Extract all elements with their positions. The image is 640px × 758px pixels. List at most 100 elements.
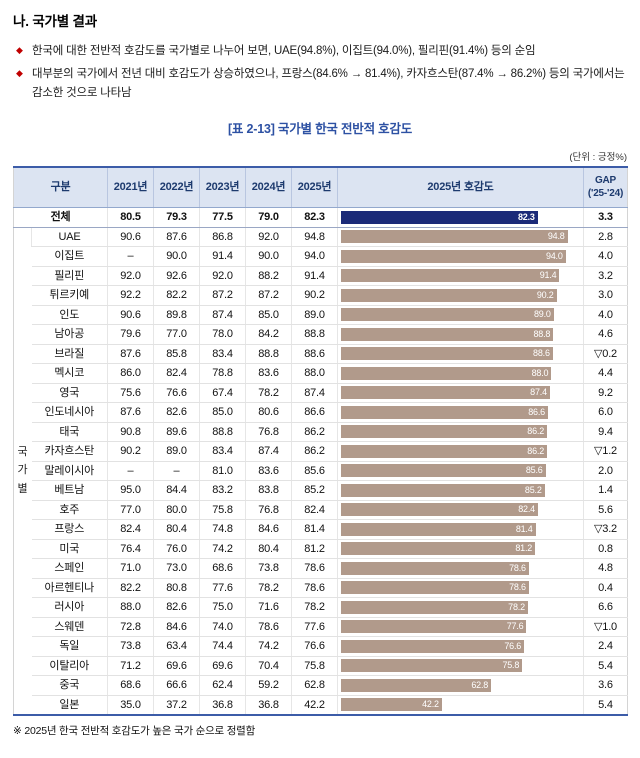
year-value-2021: 87.6 <box>107 344 154 365</box>
country-row: 브라질 87.6 85.8 83.4 88.8 88.6 88.6 ▽0.2 <box>14 344 628 365</box>
year-value-2025: 94.0 <box>291 246 338 267</box>
row-label: 중국 <box>31 675 108 696</box>
year-value-2021: 95.0 <box>107 480 154 501</box>
year-value-2021: 76.4 <box>107 539 154 560</box>
year-value-2025: 81.2 <box>291 539 338 560</box>
row-label: 이집트 <box>31 246 108 267</box>
gap-value: 3.2 <box>583 266 628 287</box>
year-value-2024: 80.6 <box>245 402 292 423</box>
gap-value: ▽3.2 <box>583 519 628 540</box>
country-row: 영국 75.6 76.6 67.4 78.2 87.4 87.4 9.2 <box>14 383 628 404</box>
bar-track: 85.6 <box>341 464 580 478</box>
header-year-2021: 2021년 <box>107 167 154 209</box>
total-row: 전체 80.5 79.3 77.5 79.0 82.3 82.3 3.3 <box>13 207 628 228</box>
bar-track: 94.8 <box>341 230 580 244</box>
year-value-2025: 78.2 <box>291 597 338 618</box>
bar-cell: 62.8 <box>337 675 584 696</box>
year-value-2024: 59.2 <box>245 675 292 696</box>
gap-value: 5.4 <box>583 695 628 716</box>
gap-value: 6.6 <box>583 597 628 618</box>
row-label: 프랑스 <box>31 519 108 540</box>
header-bar-chart: 2025년 호감도 <box>337 167 584 209</box>
bar-track: 81.2 <box>341 542 580 556</box>
year-value-2021: 75.6 <box>107 383 154 404</box>
year-value-2022: 82.4 <box>153 363 200 384</box>
year-value-2021: 71.0 <box>107 558 154 579</box>
year-value-2025: 88.6 <box>291 344 338 365</box>
row-label: 전체 <box>13 207 108 228</box>
year-value-2023: 87.2 <box>199 285 246 306</box>
bar-cell: 76.6 <box>337 636 584 657</box>
header-year-2024: 2024년 <box>245 167 292 209</box>
country-row: 인도네시아 87.6 82.6 85.0 80.6 86.6 86.6 6.0 <box>14 402 628 423</box>
row-label: 인도네시아 <box>31 402 108 423</box>
year-value-2025: 42.2 <box>291 695 338 716</box>
year-value-2022: 66.6 <box>153 675 200 696</box>
year-value-2025: 86.6 <box>291 402 338 423</box>
favorability-bar: 86.6 <box>341 405 548 419</box>
country-row: 국가별 UAE 90.6 87.6 86.8 92.0 94.8 94.8 2.8 <box>13 227 628 716</box>
year-value-2024: 73.8 <box>245 558 292 579</box>
favorability-bar: 85.6 <box>341 464 546 478</box>
year-value-2025: 77.6 <box>291 617 338 638</box>
gap-value: 0.4 <box>583 578 628 599</box>
year-value-2023: 74.8 <box>199 519 246 540</box>
bar-cell: 82.3 <box>337 207 584 228</box>
country-row: 태국 90.8 89.6 88.8 76.8 86.2 86.2 9.4 <box>14 422 628 443</box>
gap-value: ▽1.0 <box>583 617 628 638</box>
gap-value: 3.3 <box>583 207 628 228</box>
bar-value-label: 82.3 <box>517 211 535 222</box>
favorability-bar: 77.6 <box>341 620 527 634</box>
year-value-2024: 76.8 <box>245 500 292 521</box>
year-value-2022: 79.3 <box>153 207 200 228</box>
bar-track: 94.0 <box>341 249 580 263</box>
country-row: 중국 68.6 66.6 62.4 59.2 62.8 62.8 3.6 <box>14 675 628 696</box>
year-value-2021: 82.2 <box>107 578 154 599</box>
gap-value: 6.0 <box>583 402 628 423</box>
year-value-2021: 73.8 <box>107 636 154 657</box>
year-value-2023: 78.8 <box>199 363 246 384</box>
year-value-2023: 36.8 <box>199 695 246 716</box>
gap-value: 3.0 <box>583 285 628 306</box>
favorability-bar: 88.6 <box>341 347 553 361</box>
year-value-2024: 74.2 <box>245 636 292 657</box>
gap-value: 3.6 <box>583 675 628 696</box>
bar-cell: 87.4 <box>337 383 584 404</box>
country-row: 베트남 95.0 84.4 83.2 83.8 85.2 85.2 1.4 <box>14 480 628 501</box>
year-value-2024: 76.8 <box>245 422 292 443</box>
year-value-2022: 73.0 <box>153 558 200 579</box>
header-row: 구분 2021년 2022년 2023년 2024년 2025년 2025년 호… <box>13 167 628 209</box>
footnote: ※ 2025년 한국 전반적 호감도가 높은 국가 순으로 정렬함 <box>13 724 256 737</box>
year-value-2024: 88.2 <box>245 266 292 287</box>
header-gap-line2: ('25-'24) <box>587 187 624 199</box>
row-label: 남아공 <box>31 324 108 345</box>
bar-value-label: 42.2 <box>422 699 439 710</box>
bar-track: 85.2 <box>341 483 580 497</box>
year-value-2025: 82.3 <box>291 207 338 228</box>
year-value-2025: 87.4 <box>291 383 338 404</box>
country-row: 독일 73.8 63.4 74.4 74.2 76.6 76.6 2.4 <box>14 636 628 657</box>
year-value-2022: 76.6 <box>153 383 200 404</box>
favorability-bar: 62.8 <box>341 678 492 692</box>
year-value-2022: 90.0 <box>153 246 200 267</box>
year-value-2024: 87.2 <box>245 285 292 306</box>
bar-value-label: 78.6 <box>509 562 526 573</box>
year-value-2021: 35.0 <box>107 695 154 716</box>
gap-value: 4.8 <box>583 558 628 579</box>
favorability-bar: 91.4 <box>341 269 560 283</box>
bar-value-label: 85.2 <box>524 484 542 495</box>
bar-cell: 81.4 <box>337 519 584 540</box>
bar-cell: 88.0 <box>337 363 584 384</box>
favorability-bar: 94.0 <box>341 249 566 263</box>
row-label: 영국 <box>31 383 108 404</box>
favorability-bar: 82.3 <box>341 210 538 224</box>
bar-cell: 91.4 <box>337 266 584 287</box>
row-label: 필리핀 <box>31 266 108 287</box>
year-value-2022: 89.6 <box>153 422 200 443</box>
year-value-2022: 76.0 <box>153 539 200 560</box>
year-value-2023: 75.8 <box>199 500 246 521</box>
bar-value-label: 78.6 <box>509 582 526 593</box>
bar-value-label: 75.8 <box>502 660 520 671</box>
year-value-2024: 79.0 <box>245 207 292 228</box>
year-value-2021: 88.0 <box>107 597 154 618</box>
